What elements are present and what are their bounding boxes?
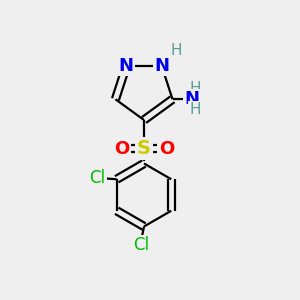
Text: N: N [184,90,200,108]
Text: H: H [171,43,182,58]
Text: Cl: Cl [133,236,149,254]
Text: H: H [189,102,201,117]
Text: S: S [137,139,151,158]
Text: H: H [189,81,201,96]
Text: O: O [159,140,174,158]
Text: O: O [114,140,129,158]
Text: Cl: Cl [89,169,105,187]
Text: N: N [119,57,134,75]
Text: N: N [154,57,169,75]
